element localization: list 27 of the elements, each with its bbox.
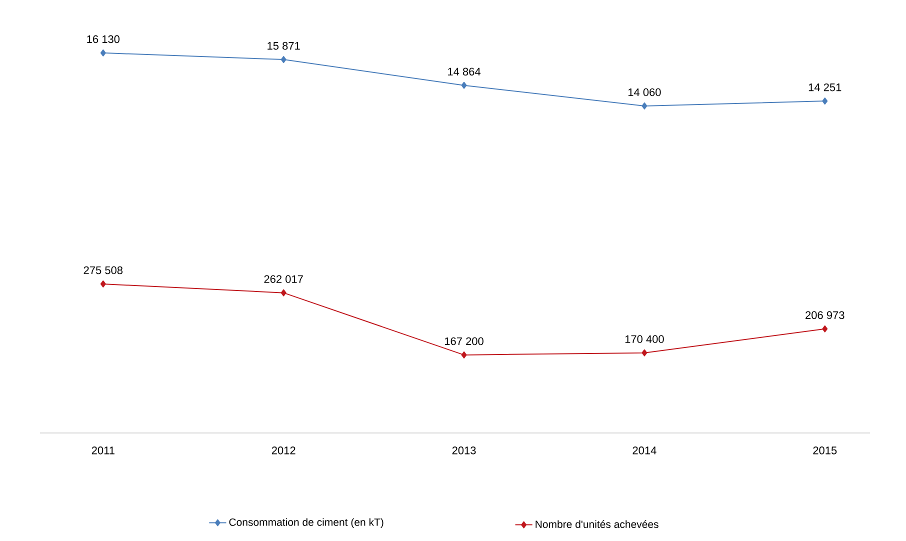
point	[822, 98, 828, 105]
point	[461, 351, 467, 358]
point	[822, 325, 828, 332]
point	[100, 49, 106, 56]
data-label: 16 130	[87, 35, 120, 44]
x-tick-label: 2012	[272, 446, 296, 454]
x-tick-label: 2014	[632, 446, 656, 454]
data-label: 167 200	[444, 337, 484, 346]
point	[642, 102, 648, 110]
data-label: 14 864	[448, 68, 480, 76]
legend-label: Consommation de ciment (en kT)	[229, 518, 384, 528]
point	[100, 280, 106, 288]
point	[280, 289, 286, 296]
data-label: 14 060	[628, 88, 661, 96]
data-label: 275 508	[84, 266, 123, 274]
data-label: 170 400	[625, 335, 664, 344]
x-tick-label: 2013	[452, 446, 476, 454]
data-label: 15 871	[268, 42, 300, 50]
x-tick-label: 2015	[813, 446, 837, 454]
data-label: 206 973	[806, 311, 844, 320]
data-label: 14 251	[808, 83, 842, 92]
legend-label: Nombre d'unités achevées	[536, 520, 658, 528]
point	[642, 349, 648, 356]
data-label: 262 017	[264, 275, 303, 283]
point	[461, 82, 467, 89]
x-tick-label: 2011	[92, 446, 114, 454]
point	[280, 56, 286, 64]
